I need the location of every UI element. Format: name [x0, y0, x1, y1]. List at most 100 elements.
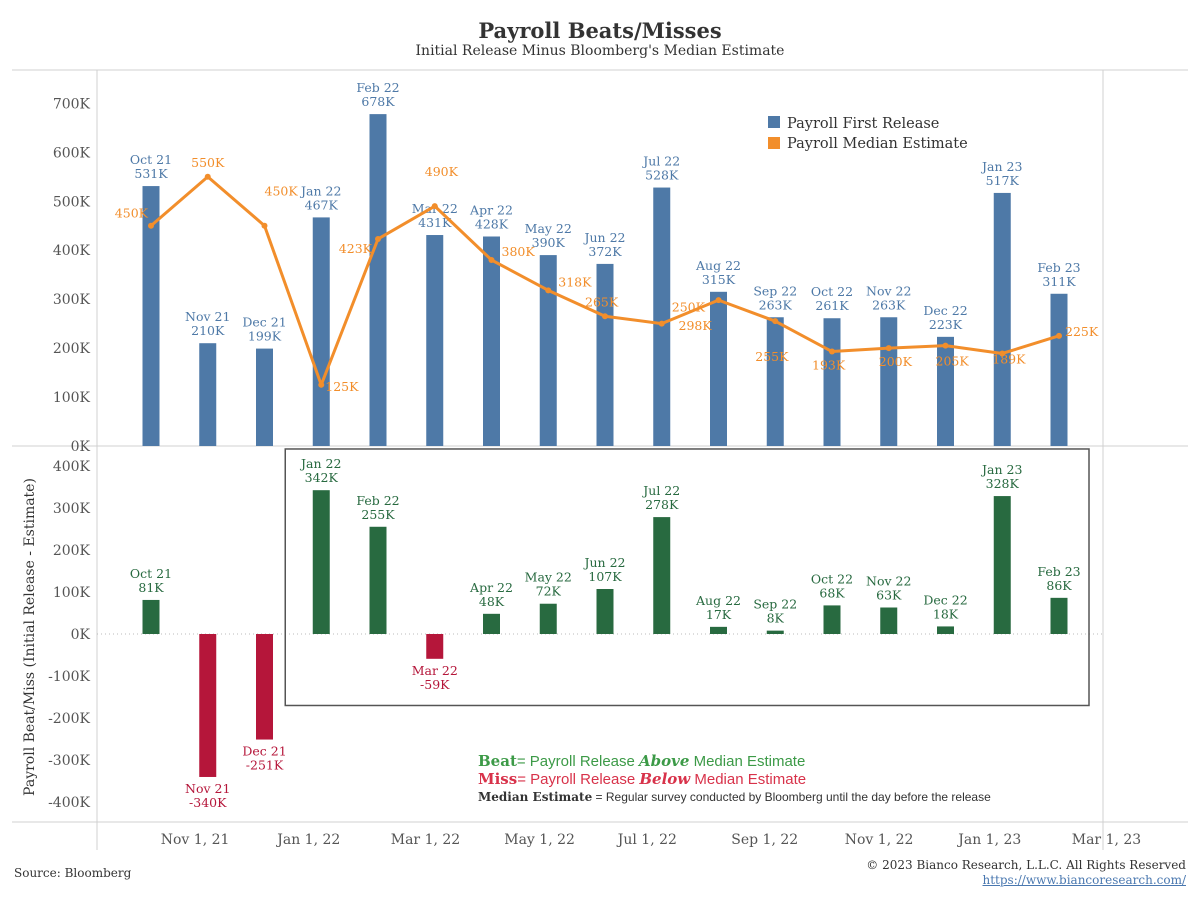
beat-month-label: Jan 22: [299, 456, 341, 471]
release-bar-value-label: 315K: [702, 272, 736, 287]
x-tick-label: Mar 1, 23: [1072, 832, 1141, 848]
beat-value-label: 17K: [706, 607, 732, 622]
release-bar-month-label: Nov 22: [866, 283, 911, 298]
beat-bar: [937, 626, 954, 634]
beat-note-post: Median Estimate: [689, 753, 806, 770]
beat-value-label: 18K: [933, 606, 959, 621]
beat-month-label: Oct 21: [130, 566, 172, 581]
miss-bar: [199, 634, 217, 777]
bottom-y-tick-label: 300K: [53, 501, 91, 517]
release-bar-month-label: May 22: [525, 221, 572, 236]
median-point: [885, 345, 892, 352]
median-point: [261, 222, 268, 229]
beat-month-label: Feb 22: [356, 493, 399, 508]
median-point: [942, 342, 949, 349]
median-value-label: 298K: [679, 318, 713, 333]
top-y-tick-label: 700K: [53, 96, 91, 112]
bottom-y-tick-label: 400K: [53, 459, 91, 475]
release-bar-month-label: Oct 21: [130, 152, 172, 167]
beat-value-label: 86K: [1046, 578, 1072, 593]
release-bar-month-label: Apr 22: [469, 202, 513, 217]
median-value-label: 250K: [672, 300, 706, 315]
beat-value-label: 255K: [361, 507, 395, 522]
bottom-y-tick-label: -300K: [48, 753, 90, 769]
beat-bar: [1050, 597, 1068, 634]
x-tick-label: Jan 1, 22: [275, 832, 340, 848]
release-bar-month-label: Jan 22: [299, 183, 341, 198]
median-point: [375, 235, 381, 242]
beat-value-label: 81K: [138, 580, 164, 595]
miss-value-label: -340K: [189, 795, 227, 810]
median-point: [1056, 332, 1062, 339]
beat-value-label: 328K: [986, 476, 1020, 491]
beat-bar: [653, 517, 671, 634]
release-bar-month-label: Feb 22: [356, 80, 399, 95]
release-bar-value-label: 263K: [872, 297, 906, 312]
median-value-label: 490K: [425, 164, 459, 179]
chart-title: Payroll Beats/Misses: [478, 18, 722, 43]
release-bar-value-label: 223K: [929, 317, 963, 332]
x-tick-label: Mar 1, 22: [391, 832, 460, 848]
beat-value-label: 72K: [536, 584, 562, 599]
median-point: [829, 348, 835, 355]
website-link[interactable]: https://www.biancoresearch.com/: [982, 873, 1186, 887]
release-bar: [142, 186, 160, 446]
beat-month-label: Dec 22: [923, 592, 967, 607]
release-bar-value-label: 431K: [418, 215, 452, 230]
miss-note-post: Median Estimate: [690, 771, 807, 788]
release-bar-value-label: 678K: [361, 94, 395, 109]
release-bar: [1050, 293, 1068, 446]
release-bar-value-label: 428K: [475, 216, 509, 231]
median-point: [602, 313, 608, 320]
top-y-tick-label: 600K: [53, 145, 91, 161]
beat-bar: [539, 603, 557, 634]
release-bar-value-label: 390K: [532, 235, 566, 250]
miss-month-label: Nov 21: [185, 781, 230, 796]
median-value-label: 205K: [936, 354, 970, 369]
beat-note-word: Beat: [478, 752, 517, 770]
release-bar-month-label: Nov 21: [185, 309, 230, 324]
miss-note-pre: = Payroll Release: [517, 771, 640, 788]
top-y-tick-label: 300K: [53, 292, 91, 308]
median-point: [488, 256, 495, 263]
beat-note-emphasis: Above: [639, 752, 690, 770]
beat-note: Beat= Payroll Release Above Median Estim…: [478, 752, 805, 770]
release-bar-month-label: Aug 22: [695, 258, 741, 273]
release-bar: [539, 255, 557, 446]
median-value-label: 225K: [1065, 324, 1099, 339]
beat-value-label: 48K: [479, 594, 505, 609]
bottom-y-axis-title: Payroll Beat/Miss (Initial Release - Est…: [22, 478, 38, 796]
median-value-label: 380K: [502, 244, 536, 259]
beat-month-label: Jul 22: [641, 483, 680, 498]
release-bar: [426, 235, 444, 446]
release-bar-value-label: 528K: [645, 168, 679, 183]
release-bar-month-label: Jul 22: [641, 154, 680, 169]
bottom-y-tick-label: -200K: [48, 711, 90, 727]
beat-bar: [142, 599, 160, 634]
median-value-label: 450K: [115, 206, 149, 221]
top-y-tick-label: 0K: [71, 439, 91, 455]
legend-release-label: Payroll First Release: [787, 116, 939, 132]
legend: Payroll First Release Payroll Median Esti…: [768, 116, 968, 152]
release-bar: [199, 343, 217, 446]
source-note: Source: Bloomberg: [14, 866, 132, 880]
x-axis: Nov 1, 21 Jan 1, 22 Mar 1, 22 May 1, 22 Jul …: [161, 832, 1141, 848]
median-value-label: 450K: [265, 184, 299, 199]
median-point: [545, 287, 552, 294]
top-y-tick-label: 200K: [53, 341, 91, 357]
release-bar: [993, 192, 1011, 446]
top-y-tick-label: 500K: [53, 194, 91, 210]
release-bar-month-label: Jan 23: [980, 159, 1022, 174]
x-tick-label: Nov 1, 22: [845, 832, 914, 848]
beat-month-label: Sep 22: [753, 597, 797, 612]
x-tick-label: Jul 1, 22: [616, 832, 677, 848]
median-value-label: 189K: [992, 351, 1026, 366]
bottom-y-tick-label: 200K: [53, 543, 91, 559]
release-bar-value-label: 372K: [588, 244, 622, 259]
legend-release-swatch: [768, 116, 780, 128]
release-bar-month-label: Dec 22: [923, 303, 967, 318]
release-bar: [653, 187, 671, 446]
release-bar-value-label: 311K: [1042, 274, 1076, 289]
median-point: [431, 203, 438, 210]
